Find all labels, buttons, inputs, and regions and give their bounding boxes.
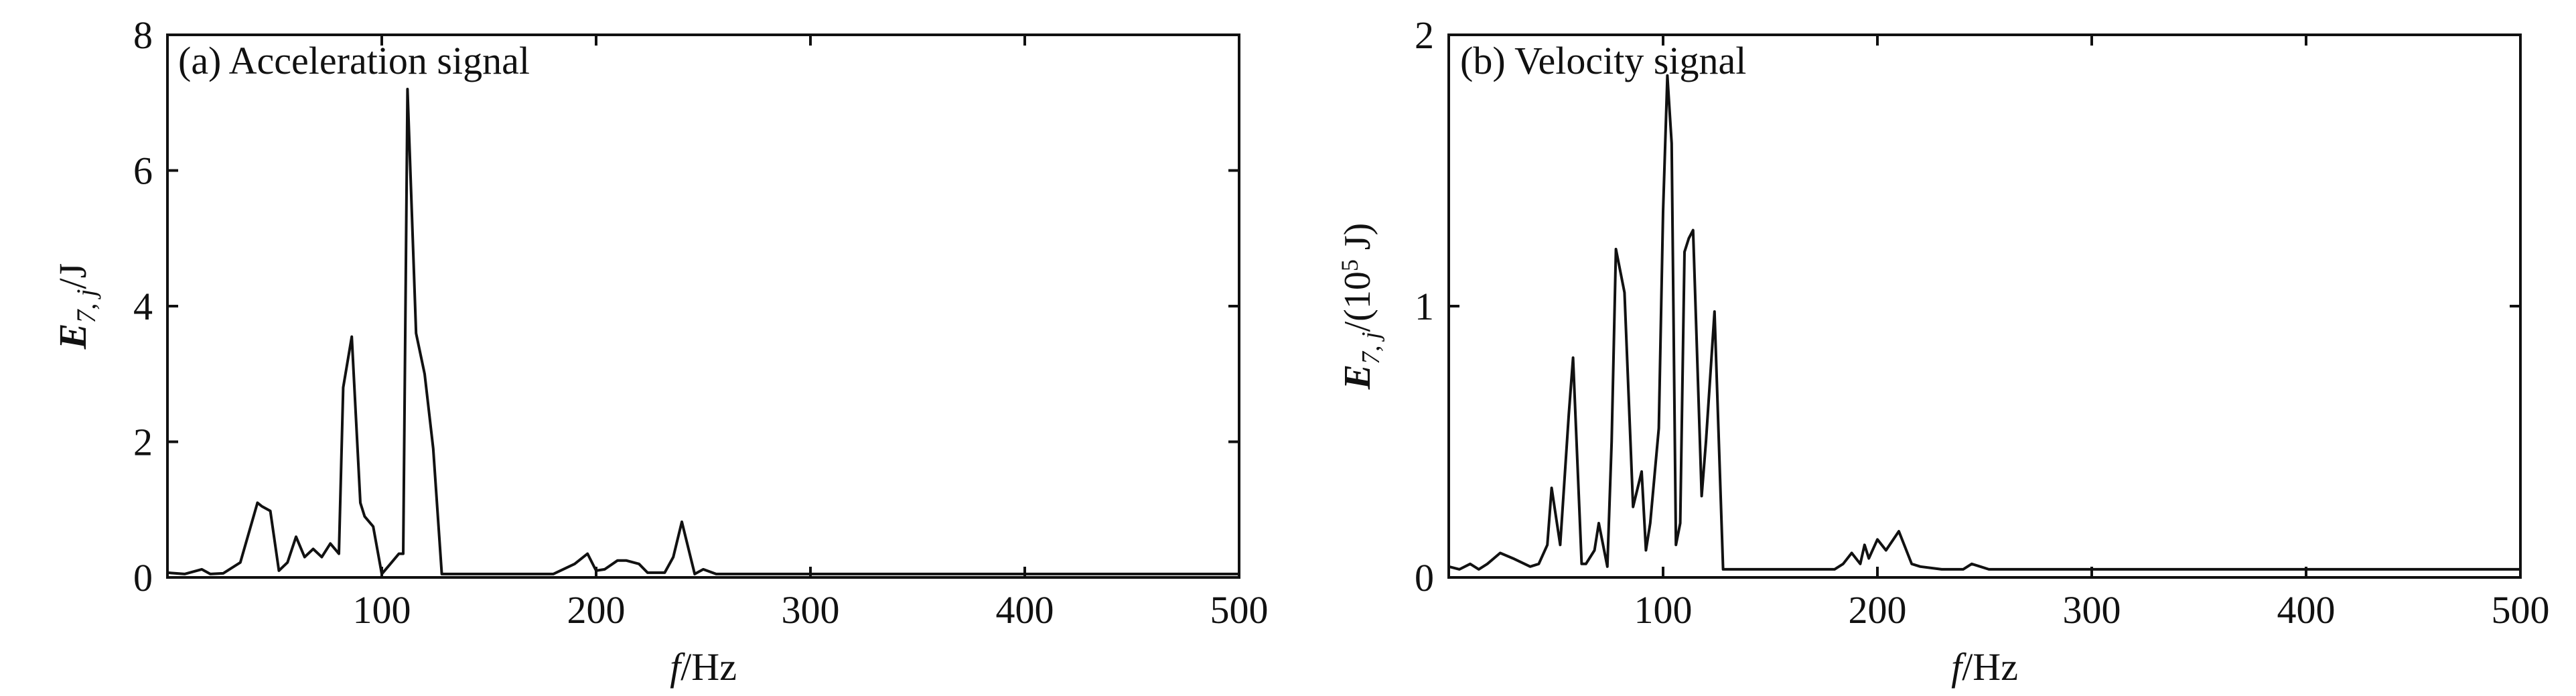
x-tick-label: 300 — [782, 588, 840, 632]
acceleration-series-line — [167, 88, 1239, 575]
x-tick-label: 400 — [2277, 588, 2336, 632]
y-tick-label: 0 — [1415, 556, 1434, 600]
x-tick-label: 300 — [2063, 588, 2121, 632]
axis-ticks: 100 200 300 400 500 0 1 2 — [1415, 13, 2550, 632]
y-tick-label: 0 — [133, 556, 153, 600]
y-axis-label: E7, j/J — [51, 263, 101, 350]
y-tick-label: 6 — [133, 149, 153, 193]
y-tick-label: 2 — [133, 421, 153, 464]
x-tick-label: 500 — [2492, 588, 2550, 632]
velocity-series-line — [1448, 74, 2520, 571]
plot-frame — [166, 33, 1240, 579]
panel-annotation: (a) Acceleration signal — [178, 39, 530, 82]
x-tick-label: 100 — [1634, 588, 1693, 632]
x-tick-label: 200 — [1849, 588, 1907, 632]
x-tick-label: 100 — [353, 588, 411, 632]
y-tick-label: 2 — [1415, 13, 1434, 57]
panel-annotation: (b) Velocity signal — [1460, 39, 1746, 82]
y-tick-label: 4 — [133, 285, 153, 328]
velocity-panel: 100 200 300 400 500 0 1 2 (b) Velocity signal f… — [1336, 13, 2550, 689]
y-tick-label: 1 — [1415, 285, 1434, 328]
x-tick-label: 500 — [1210, 588, 1269, 632]
y-tick-label: 8 — [133, 13, 153, 57]
x-tick-label: 400 — [996, 588, 1054, 632]
x-axis-label: f/Hz — [670, 645, 737, 689]
y-axis-label: E7, j/(105 J) — [1336, 223, 1385, 391]
x-tick-label: 200 — [567, 588, 626, 632]
x-axis-label: f/Hz — [1951, 645, 2018, 689]
acceleration-panel: 100 200 300 400 500 0 2 4 6 8 (a) Acceleration si… — [51, 13, 1269, 689]
axis-ticks: 100 200 300 400 500 0 2 4 6 8 — [133, 13, 1269, 632]
